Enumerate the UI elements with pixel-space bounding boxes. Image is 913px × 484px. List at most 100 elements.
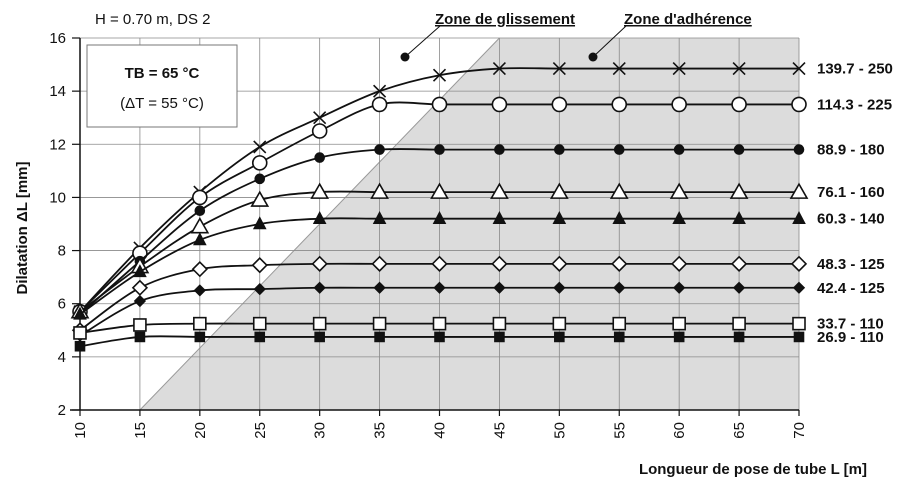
data-point-open-circle: [551, 96, 568, 113]
data-point-open-square: [732, 316, 746, 331]
data-point-open-diamond: [730, 255, 748, 272]
series-label: 42.4 - 125: [817, 280, 885, 297]
x-tick-label: 30: [312, 422, 329, 439]
x-tick-label: 60: [671, 422, 688, 439]
data-point-filled-circle: [793, 144, 805, 155]
info-box-temperature: TB = 65 °C: [125, 65, 200, 82]
data-point-open-triangle: [490, 182, 509, 199]
data-point-open-triangle: [310, 182, 330, 199]
series-line: [79, 67, 799, 313]
data-point-filled-square: [733, 331, 745, 343]
data-point-filled-triangle: [732, 210, 746, 224]
data-point-open-square: [552, 316, 567, 331]
data-point-open-diamond: [671, 255, 688, 272]
series-label: 33.7 - 110: [817, 316, 884, 333]
adhesion-zone-dot: [588, 52, 598, 62]
data-point-filled-circle: [374, 144, 385, 155]
x-tick-label: 25: [252, 422, 269, 439]
data-point-filled-diamond: [732, 281, 746, 294]
y-tick-label: 12: [49, 136, 66, 153]
data-point-open-triangle: [430, 182, 449, 199]
data-point-open-diamond: [131, 279, 149, 296]
data-point-filled-square: [254, 331, 266, 343]
data-point-filled-circle: [733, 144, 745, 155]
data-point-filled-triangle: [133, 264, 147, 278]
data-point-open-square: [193, 316, 207, 331]
x-tick-label: 15: [132, 422, 149, 439]
data-point-open-square: [492, 316, 507, 331]
series-76-1-160: [70, 182, 809, 319]
data-point-filled-square: [74, 340, 86, 352]
data-point-open-diamond: [790, 255, 808, 272]
data-point-filled-triangle: [432, 210, 447, 224]
data-point-filled-circle: [194, 205, 206, 217]
info-box-delta-t: (ΔT = 55 °C): [120, 95, 204, 112]
data-point-cross: [313, 111, 327, 125]
x-tick-label: 45: [491, 422, 508, 439]
data-point-open-square: [372, 316, 387, 331]
data-point-filled-square: [434, 331, 445, 343]
data-point-filled-triangle: [312, 210, 327, 224]
series-label: 76.1 - 160: [817, 184, 885, 201]
chart-title: H = 0.70 m, DS 2: [95, 11, 210, 28]
series-42-4-125: [73, 281, 806, 342]
data-point-cross: [492, 61, 506, 76]
y-tick-label: 14: [49, 83, 66, 100]
data-point-filled-diamond: [313, 281, 326, 294]
data-point-open-triangle: [250, 190, 270, 207]
data-point-open-circle: [192, 189, 208, 206]
x-tick-label: 35: [372, 422, 389, 439]
axes: 2 4 6 8 10 12 14 16 10 15 20 25 30 35 40 45 50 55 60 65 70: [49, 30, 808, 439]
data-point-open-diamond: [491, 255, 508, 272]
data-point-filled-diamond: [673, 281, 686, 294]
data-point-filled-square: [554, 331, 565, 343]
data-point-filled-triangle: [73, 306, 87, 320]
data-point-filled-square: [793, 331, 805, 343]
adhesion-zone-area: [139, 38, 799, 410]
data-point-cross: [552, 61, 566, 76]
series-26-9-110: [74, 331, 805, 352]
data-point-filled-triangle: [492, 210, 507, 224]
data-point-open-diamond: [371, 255, 388, 272]
data-point-filled-diamond: [792, 281, 806, 294]
data-point-filled-triangle: [252, 216, 267, 230]
sliding-zone-leader: [404, 25, 441, 58]
data-point-open-diamond: [191, 261, 208, 278]
data-point-filled-square: [613, 331, 625, 343]
data-point-filled-square: [314, 331, 325, 343]
data-point-cross: [373, 84, 387, 98]
x-tick-label: 55: [611, 422, 628, 439]
data-point-open-circle: [371, 96, 388, 113]
data-point-filled-diamond: [373, 281, 386, 294]
data-point-filled-circle: [613, 144, 625, 155]
data-point-filled-circle: [494, 144, 505, 155]
data-point-filled-triangle: [372, 210, 387, 224]
data-point-cross: [672, 61, 686, 76]
x-tick-label: 20: [192, 422, 209, 439]
y-tick-label: 10: [49, 189, 66, 206]
data-point-open-circle: [251, 155, 268, 171]
data-point-filled-diamond: [433, 281, 446, 294]
data-point-open-circle: [791, 96, 807, 113]
adhesion-zone-leader: [592, 25, 627, 58]
data-point-filled-diamond: [553, 281, 566, 294]
x-tick-label: 65: [731, 422, 748, 439]
data-point-open-triangle: [609, 182, 629, 199]
data-point-filled-triangle: [612, 210, 627, 224]
series-labels: 139.7 - 250 114.3 - 225 88.9 - 180 76.1 - 1…: [817, 61, 893, 346]
data-point-open-circle: [671, 96, 687, 113]
data-point-filled-square: [673, 331, 685, 343]
data-point-open-circle: [431, 96, 448, 113]
x-tick-label: 50: [551, 422, 568, 439]
series-group: [70, 61, 809, 352]
series-label: 88.9 - 180: [817, 142, 885, 159]
shaded-zones: [139, 37, 799, 411]
sliding-zone-dot: [400, 52, 410, 62]
data-point-open-triangle: [669, 182, 689, 199]
data-point-open-circle: [311, 123, 328, 139]
data-point-filled-circle: [314, 152, 325, 163]
x-tick-label: 70: [791, 422, 808, 439]
data-point-filled-diamond: [193, 284, 206, 297]
series-label: 48.3 - 125: [817, 256, 885, 273]
